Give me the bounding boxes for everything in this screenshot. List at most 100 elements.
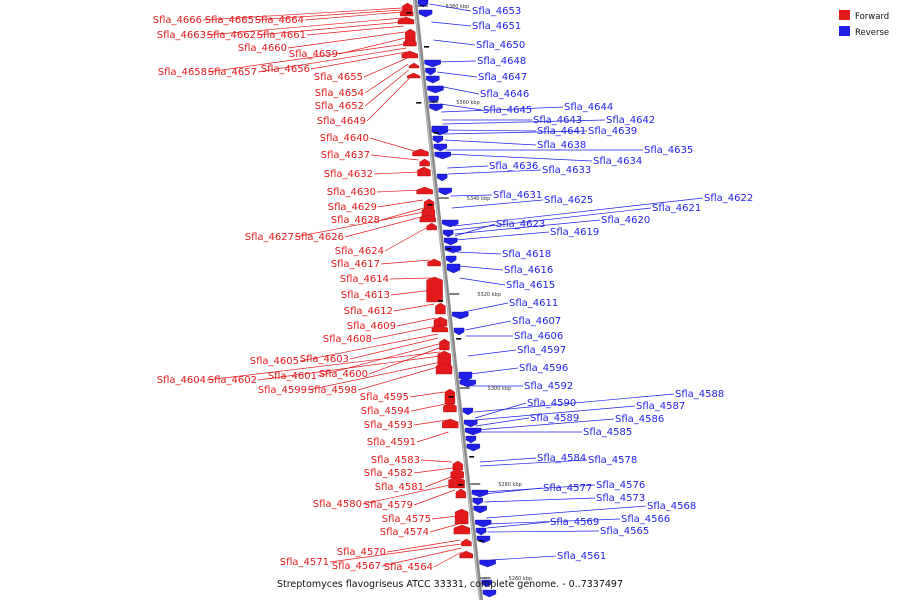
forward-gene-label: Sfla_4661 xyxy=(257,30,306,41)
forward-gene xyxy=(416,186,433,195)
forward-gene-label: Sfla_4626 xyxy=(295,232,344,243)
reverse-gene-label: Sfla_4646 xyxy=(480,89,529,100)
forward-leader-line xyxy=(370,154,419,161)
reverse-leader-line xyxy=(442,119,606,125)
forward-gene-label: Sfla_4571 xyxy=(280,557,329,568)
reverse-gene-label: Sfla_4620 xyxy=(601,215,650,226)
reverse-leader-line xyxy=(458,265,504,271)
forward-leader-line xyxy=(413,467,453,474)
forward-gene-label: Sfla_4598 xyxy=(308,385,357,396)
reverse-gene-label: Sfla_4618 xyxy=(502,249,551,260)
reverse-gene-label: Sfla_4586 xyxy=(615,414,664,425)
forward-gene-label: Sfla_4664 xyxy=(255,15,304,26)
reverse-leader-line xyxy=(486,518,621,525)
forward-leader-line xyxy=(338,37,406,55)
kbp-tick-label: 5320 kbp xyxy=(477,292,501,298)
forward-gene xyxy=(397,16,415,25)
forward-gene-label: Sfla_4614 xyxy=(340,274,389,285)
reverse-leader-line xyxy=(440,103,483,111)
forward-gene xyxy=(426,222,437,231)
reverse-leader-line xyxy=(454,219,601,235)
forward-gene xyxy=(461,538,472,547)
forward-leader-line xyxy=(256,21,404,36)
forward-gene-label: Sfla_4652 xyxy=(315,101,364,112)
forward-gene-label: Sfla_4657 xyxy=(208,67,257,78)
reverse-gene-label: Sfla_4651 xyxy=(472,21,521,32)
forward-gene-label: Sfla_4603 xyxy=(300,354,349,365)
forward-gene-label: Sfla_4656 xyxy=(261,64,310,75)
forward-leader-line xyxy=(307,361,441,391)
forward-leader-line xyxy=(362,483,455,505)
forward-gene-label: Sfla_4601 xyxy=(268,371,317,382)
forward-leader-line xyxy=(287,31,405,49)
kbp-tick-label: 5340 kbp xyxy=(467,196,491,202)
forward-gene xyxy=(442,418,459,429)
reverse-leader-line xyxy=(435,60,477,63)
forward-gene xyxy=(419,158,430,167)
forward-leader-line xyxy=(257,355,441,381)
forward-gene-label: Sfla_4613 xyxy=(341,290,390,301)
reverse-leader-line xyxy=(448,169,542,175)
reverse-leader-line xyxy=(444,139,537,146)
forward-leader-line xyxy=(413,489,456,506)
reverse-gene-label: Sfla_4569 xyxy=(550,517,599,528)
reverse-gene xyxy=(452,311,469,320)
genome-caption: Streptomyces flavogriseus ATCC 33331, co… xyxy=(277,579,623,590)
forward-gene-label: Sfla_4665 xyxy=(205,15,254,26)
reverse-gene-label: Sfla_4590 xyxy=(527,398,576,409)
forward-gene-label: Sfla_4583 xyxy=(371,455,420,466)
forward-leader-line xyxy=(329,543,461,563)
reverse-gene-label: Sfla_4631 xyxy=(493,190,542,201)
forward-gene-label: Sfla_4628 xyxy=(331,215,380,226)
forward-leader-line xyxy=(206,17,404,36)
reverse-leader-line xyxy=(479,457,537,463)
reverse-leader-line xyxy=(429,3,472,12)
forward-gene-label: Sfla_4591 xyxy=(367,437,416,448)
kbp-tick-label: 5260 kbp xyxy=(509,576,533,582)
reverse-gene xyxy=(443,237,458,246)
forward-leader-line xyxy=(369,137,418,153)
forward-gene xyxy=(412,148,429,157)
forward-leader-line xyxy=(429,523,459,533)
reverse-gene-label: Sfla_4633 xyxy=(542,165,591,176)
forward-gene xyxy=(426,276,443,303)
reverse-leader-line xyxy=(447,165,489,169)
reverse-leader-line xyxy=(450,194,493,197)
forward-gene xyxy=(419,214,436,223)
reverse-leader-line xyxy=(476,418,615,431)
reverse-gene xyxy=(426,75,440,84)
reverse-leader-line xyxy=(459,277,506,286)
reverse-gene-label: Sfla_4647 xyxy=(478,72,527,83)
forward-gene-label: Sfla_4581 xyxy=(375,482,424,493)
reverse-gene-label: Sfla_4635 xyxy=(644,145,693,156)
forward-leader-line xyxy=(357,365,442,391)
reverse-leader-line xyxy=(451,199,544,209)
reverse-gene-label: Sfla_4587 xyxy=(636,401,685,412)
reverse-gene-label: Sfla_4607 xyxy=(512,316,561,327)
forward-leader-line xyxy=(384,227,427,252)
forward-leader-line xyxy=(372,325,437,340)
reverse-leader-line xyxy=(453,197,704,227)
reverse-leader-line xyxy=(463,302,509,313)
reverse-gene xyxy=(458,371,473,382)
forward-gene-label: Sfla_4594 xyxy=(361,406,410,417)
reverse-leader-line xyxy=(475,417,530,427)
forward-gene-label: Sfla_4632 xyxy=(324,169,373,180)
forward-gene-label: Sfla_4600 xyxy=(319,369,368,380)
forward-gene xyxy=(455,488,467,499)
feature-marker xyxy=(406,12,412,14)
forward-leader-line xyxy=(317,343,439,377)
forward-gene-label: Sfla_4660 xyxy=(238,43,287,54)
reverse-leader-line xyxy=(433,39,476,46)
forward-gene xyxy=(448,476,465,489)
reverse-gene xyxy=(434,151,451,160)
forward-leader-line xyxy=(207,43,406,73)
forward-gene-label: Sfla_4630 xyxy=(327,187,376,198)
forward-gene xyxy=(443,402,457,413)
forward-gene xyxy=(450,468,464,479)
forward-leader-line xyxy=(310,51,407,70)
forward-leader-line xyxy=(376,189,422,193)
feature-marker xyxy=(438,300,443,302)
